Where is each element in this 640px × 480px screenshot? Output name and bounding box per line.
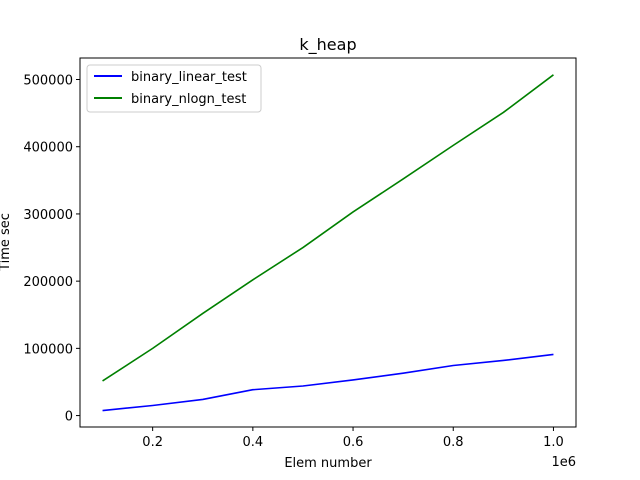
y-tick-label: 100000 <box>23 342 73 357</box>
x-axis-ticks: 0.2 0.4 0.6 0.8 1.0 <box>142 427 564 450</box>
y-tick-label: 500000 <box>23 74 73 89</box>
plot-frame <box>79 57 577 428</box>
chart-title: k_heap <box>299 35 356 55</box>
x-tick-label: 0.4 <box>243 435 264 450</box>
legend: binary_linear_test binary_nlogn_test <box>86 64 262 113</box>
plot-lines <box>102 74 554 412</box>
y-tick-label: 200000 <box>23 275 73 290</box>
x-axis-offset-label: 1e6 <box>551 455 576 470</box>
x-tick-label: 1.0 <box>543 435 564 450</box>
y-axis-label: Time sec <box>0 213 13 272</box>
x-tick-label: 0.6 <box>343 435 364 450</box>
legend-label-binary-linear-test: binary_linear_test <box>131 70 247 85</box>
series-line-binary-linear-test <box>102 353 554 412</box>
y-tick-label: 0 <box>65 410 73 425</box>
y-tick-label: 300000 <box>23 208 73 223</box>
y-axis-ticks: 0 100000 200000 300000 400000 500000 <box>23 74 80 425</box>
x-axis-label: Elem number <box>284 456 372 471</box>
series-line-binary-nlogn-test <box>102 74 554 382</box>
legend-label-binary-nlogn-test: binary_nlogn_test <box>131 92 246 107</box>
legend-frame <box>86 64 262 113</box>
y-tick-label: 400000 <box>23 141 73 156</box>
x-tick-label: 0.2 <box>142 435 163 450</box>
x-tick-label: 0.8 <box>443 435 464 450</box>
